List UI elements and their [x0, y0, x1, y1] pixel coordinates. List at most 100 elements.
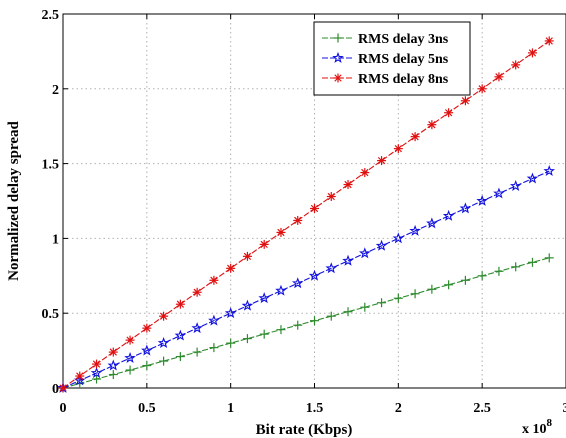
- data-point: [124, 352, 136, 363]
- data-point: [343, 307, 353, 317]
- data-point: [90, 366, 103, 378]
- data-point: [108, 347, 118, 357]
- data-point: [75, 371, 85, 381]
- data-point: [544, 36, 554, 46]
- series-layer: [57, 36, 556, 393]
- data-point: [308, 269, 321, 281]
- x-tick-label: 2.5: [473, 401, 491, 416]
- series-line: [62, 170, 550, 389]
- legend: RMS delay 3ns RMS delay 5ns RMS delay 8ns: [313, 21, 471, 96]
- data-point: [310, 203, 319, 213]
- data-point: [208, 314, 220, 326]
- data-point: [342, 254, 354, 266]
- x-axis-multiplier: x 108: [522, 417, 553, 437]
- data-point: [174, 329, 187, 341]
- data-point: [259, 239, 269, 249]
- series-line: [62, 40, 550, 389]
- legend-marker: [333, 33, 343, 43]
- y-tick-label: 2: [52, 83, 59, 98]
- data-point: [125, 365, 135, 375]
- data-point: [494, 72, 504, 82]
- data-point: [226, 263, 236, 273]
- data-point: [159, 311, 169, 321]
- y-tick-label: 2.5: [42, 8, 60, 23]
- data-point: [92, 359, 102, 369]
- legend-box: [313, 21, 471, 96]
- data-point: [259, 329, 269, 339]
- data-point: [175, 352, 185, 362]
- x-tick-label: 2: [395, 401, 402, 416]
- data-point: [442, 209, 455, 221]
- legend-label: RMS delay 5ns: [358, 52, 449, 67]
- data-point: [511, 262, 521, 272]
- data-point: [392, 232, 405, 244]
- data-point: [276, 227, 286, 237]
- data-point: [58, 383, 68, 393]
- series-line: [62, 257, 550, 389]
- data-point: [494, 266, 504, 276]
- data-point: [108, 370, 118, 380]
- data-point: [477, 84, 487, 94]
- data-point: [427, 284, 437, 294]
- data-point: [426, 217, 438, 229]
- data-point: [326, 311, 336, 321]
- data-point: [293, 320, 303, 330]
- data-point: [209, 343, 219, 353]
- data-point: [293, 215, 303, 225]
- data-point: [92, 374, 102, 384]
- series-3: [58, 36, 554, 393]
- data-point: [310, 316, 319, 326]
- data-point: [142, 323, 152, 333]
- data-point: [224, 307, 237, 319]
- data-point: [393, 144, 403, 154]
- legend-entry: RMS delay 8ns: [322, 72, 449, 87]
- data-point: [477, 271, 487, 281]
- data-point: [191, 322, 203, 334]
- data-point: [275, 284, 287, 296]
- data-point: [141, 344, 153, 356]
- data-point: [444, 108, 454, 118]
- tick-marks: [62, 13, 566, 389]
- y-tick-label: 0: [52, 382, 59, 397]
- data-point: [460, 96, 470, 106]
- x-axis-multiplier-exponent: 8: [547, 417, 553, 429]
- data-point: [509, 179, 522, 191]
- x-tick-label: 0: [60, 401, 67, 416]
- x-axis-multiplier-base: x 10: [522, 422, 547, 437]
- data-point: [241, 299, 254, 311]
- x-tick-label: 1.5: [306, 401, 324, 416]
- legend-label: RMS delay 3ns: [358, 32, 449, 47]
- legend-marker: [332, 51, 344, 63]
- data-point: [326, 192, 336, 202]
- y-tick-label: 0.5: [42, 307, 60, 322]
- y-axis-label: Normalized delay spread: [6, 120, 22, 280]
- data-point: [192, 287, 202, 297]
- data-point: [157, 337, 170, 349]
- x-tick-label: 3: [563, 401, 566, 416]
- data-point: [242, 334, 252, 344]
- data-point: [410, 132, 420, 142]
- legend-entry: RMS delay 5ns: [322, 51, 449, 67]
- legend-marker: [333, 73, 343, 83]
- data-point: [409, 224, 421, 236]
- data-point: [192, 347, 202, 357]
- data-point: [544, 253, 554, 263]
- data-point: [125, 335, 135, 345]
- data-point: [527, 257, 537, 267]
- x-axis-label: Bit rate (Kbps): [256, 422, 353, 438]
- data-point: [476, 194, 488, 206]
- data-point: [258, 292, 270, 304]
- legend-label: RMS delay 8ns: [358, 72, 449, 87]
- legend-entry: RMS delay 3ns: [322, 32, 449, 47]
- data-point: [427, 120, 437, 130]
- data-point: [359, 247, 371, 259]
- x-tick-labels: 0 0.5 1 1.5 2 2.5 3: [60, 401, 566, 416]
- data-point: [527, 48, 537, 58]
- data-point: [242, 251, 252, 261]
- data-point: [459, 202, 472, 214]
- data-point: [410, 289, 420, 299]
- data-point: [377, 298, 387, 308]
- data-point: [291, 277, 304, 289]
- data-point: [375, 239, 388, 251]
- data-point: [526, 172, 539, 184]
